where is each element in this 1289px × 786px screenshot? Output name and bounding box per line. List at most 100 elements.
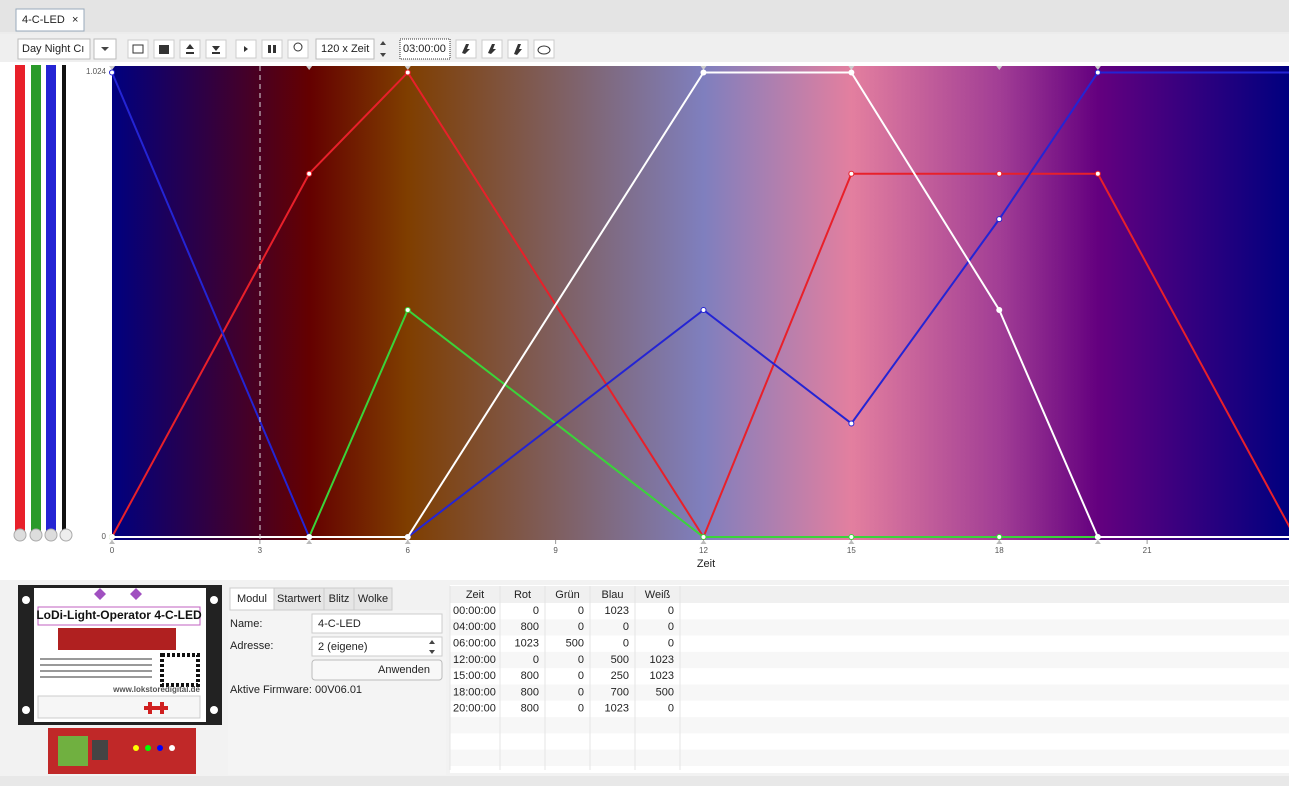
y-tick-label: 0 — [102, 532, 107, 541]
y-tick-label: 1.024 — [86, 67, 107, 76]
keyframe-marker — [306, 66, 313, 70]
slider-red[interactable] — [15, 65, 25, 535]
apply-button-label: Anwenden — [378, 664, 430, 676]
x-tick-label: 3 — [258, 546, 263, 555]
panel-tab[interactable] — [353, 587, 393, 611]
value-cell: 0 — [668, 703, 674, 715]
value-cell: 0 — [578, 621, 584, 633]
keyframe-point — [1094, 170, 1101, 177]
keyframe-point — [848, 170, 855, 177]
value-cell: 500 — [656, 686, 674, 698]
tab-bar — [0, 0, 1289, 32]
apply-button[interactable] — [311, 659, 443, 681]
value-cell: 0 — [668, 638, 674, 650]
speed-field[interactable] — [315, 38, 375, 60]
value-cell: 0 — [578, 670, 584, 682]
slider-green[interactable] — [31, 65, 41, 535]
time-cell: 15:00:00 — [453, 670, 496, 682]
keyframe-point — [996, 534, 1003, 540]
keyframe-marker — [306, 540, 313, 544]
keyframe-point — [1094, 534, 1101, 540]
tab-close[interactable]: × — [72, 14, 78, 26]
keyframe-point — [306, 170, 313, 177]
value-cell: 0 — [578, 654, 584, 666]
keyframe-point — [848, 420, 855, 427]
value-cell: 800 — [521, 686, 539, 698]
address-value: 2 (eigene) — [318, 641, 368, 653]
time-field[interactable] — [399, 38, 451, 60]
value-cell: 0 — [578, 686, 584, 698]
column-header: Weiß — [645, 589, 671, 601]
keyframe-point — [700, 306, 707, 313]
tab[interactable] — [15, 8, 85, 32]
table-row — [450, 635, 1289, 652]
name-label: Name: — [230, 618, 262, 630]
value-cell: 0 — [668, 621, 674, 633]
keyframe-marker — [1094, 540, 1101, 544]
address-field[interactable] — [311, 636, 443, 657]
plot-background — [112, 66, 1289, 540]
table-row — [450, 619, 1289, 636]
table-row — [450, 749, 1289, 766]
table-row — [450, 603, 1289, 620]
firmware-text: Aktive Firmware: 00V06.01 — [230, 684, 362, 696]
column-header: Blau — [601, 589, 623, 601]
preset-select[interactable] — [17, 38, 91, 60]
value-cell: 1023 — [650, 654, 674, 666]
dropdown-arrow — [101, 47, 109, 51]
keyframe-marker — [404, 540, 411, 544]
speed-spinner[interactable] — [380, 41, 386, 57]
address-label: Adresse: — [230, 640, 273, 652]
keyframe-point — [700, 69, 707, 76]
value-cell: 800 — [521, 670, 539, 682]
address-spinner[interactable] — [429, 640, 435, 654]
table-row — [450, 700, 1289, 718]
table-row — [450, 684, 1289, 701]
panel-tab-label: Blitz — [329, 593, 350, 605]
effect-icons — [455, 39, 555, 59]
keyframe-point — [1094, 69, 1101, 76]
keyframe-point — [109, 534, 115, 540]
panel-tab-label: Modul — [237, 593, 267, 605]
value-cell: 0 — [533, 654, 539, 666]
light-button[interactable] — [287, 39, 309, 59]
time-cell: 06:00:00 — [453, 638, 496, 650]
x-tick-label: 15 — [847, 546, 856, 555]
column-header: Zeit — [466, 589, 484, 601]
value-cell: 0 — [623, 638, 629, 650]
keyframe-marker — [109, 66, 115, 70]
time-cell: 00:00:00 — [453, 605, 496, 617]
keyframe-marker — [1094, 66, 1101, 70]
open-button[interactable] — [127, 39, 149, 59]
time-cell: 04:00:00 — [453, 621, 496, 633]
keyframe-marker — [700, 66, 707, 70]
slider-blue[interactable] — [46, 65, 56, 535]
keyframe-point — [404, 69, 411, 76]
value-cell: 1023 — [515, 638, 539, 650]
time-value: 03:00:00 — [403, 43, 446, 55]
keyframe-marker — [109, 540, 115, 544]
table-row — [450, 733, 1289, 750]
cloud-button[interactable] — [533, 39, 555, 59]
keyframe-point — [404, 534, 411, 540]
name-field[interactable] — [311, 613, 443, 634]
column-header: Grün — [555, 589, 579, 601]
x-tick-label: 12 — [699, 546, 708, 555]
x-tick-label: 18 — [995, 546, 1004, 555]
keyframe-point — [996, 170, 1003, 177]
panel-tab-label: Wolke — [358, 593, 388, 605]
tab-label: 4-C-LED — [22, 14, 65, 26]
pause-button[interactable] — [261, 39, 283, 59]
keyframe-marker — [996, 66, 1003, 70]
value-cell: 250 — [611, 670, 629, 682]
value-cell: 0 — [578, 703, 584, 715]
value-cell: 700 — [611, 686, 629, 698]
slider-white[interactable] — [62, 65, 66, 535]
name-value: 4-C-LED — [318, 618, 361, 630]
value-cell: 0 — [578, 605, 584, 617]
time-cell: 20:00:00 — [453, 703, 496, 715]
value-cell: 0 — [668, 605, 674, 617]
status-bar — [0, 776, 1289, 786]
